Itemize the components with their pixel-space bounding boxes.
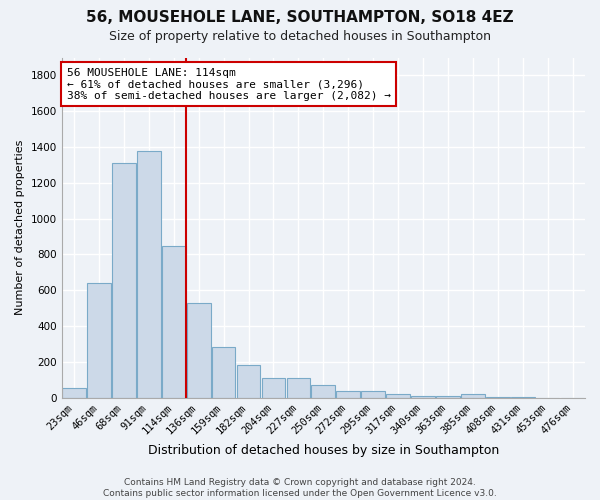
Bar <box>87 283 111 398</box>
Bar <box>311 385 335 398</box>
X-axis label: Distribution of detached houses by size in Southampton: Distribution of detached houses by size … <box>148 444 499 458</box>
Bar <box>212 346 235 398</box>
Bar <box>337 392 360 398</box>
Y-axis label: Number of detached properties: Number of detached properties <box>15 140 25 316</box>
Bar <box>436 396 460 398</box>
Bar <box>162 246 185 398</box>
Bar <box>237 364 260 398</box>
Bar <box>112 163 136 398</box>
Bar <box>262 378 286 398</box>
Bar <box>361 392 385 398</box>
Bar <box>386 394 410 398</box>
Bar <box>62 388 86 398</box>
Bar <box>411 396 435 398</box>
Bar <box>287 378 310 398</box>
Bar <box>137 150 161 398</box>
Bar <box>486 397 509 398</box>
Text: Size of property relative to detached houses in Southampton: Size of property relative to detached ho… <box>109 30 491 43</box>
Bar <box>461 394 485 398</box>
Text: Contains HM Land Registry data © Crown copyright and database right 2024.
Contai: Contains HM Land Registry data © Crown c… <box>103 478 497 498</box>
Bar <box>187 303 211 398</box>
Text: 56, MOUSEHOLE LANE, SOUTHAMPTON, SO18 4EZ: 56, MOUSEHOLE LANE, SOUTHAMPTON, SO18 4E… <box>86 10 514 25</box>
Text: 56 MOUSEHOLE LANE: 114sqm
← 61% of detached houses are smaller (3,296)
38% of se: 56 MOUSEHOLE LANE: 114sqm ← 61% of detac… <box>67 68 391 101</box>
